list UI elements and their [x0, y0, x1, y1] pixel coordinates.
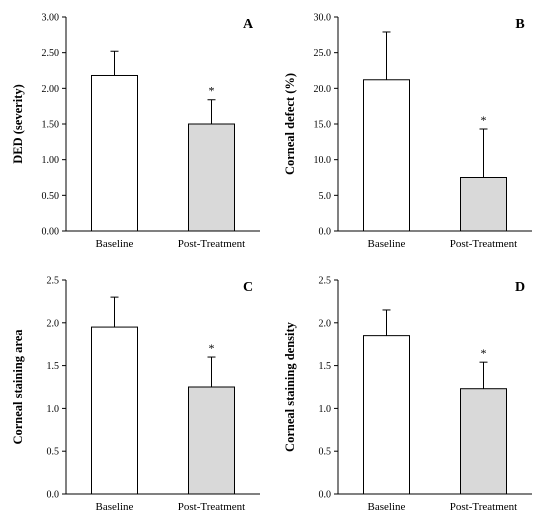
y-tick-label: 1.5 [47, 361, 60, 372]
category-label: Post-Treatment [450, 501, 517, 513]
significance-marker: * [481, 113, 487, 127]
y-tick-label: 0.5 [319, 447, 332, 458]
category-label: Post-Treatment [450, 238, 517, 250]
bar-post-treatment [460, 388, 507, 495]
y-tick-label: 20.0 [314, 84, 332, 95]
bar-baseline [91, 326, 138, 495]
y-tick-label: 0.00 [42, 227, 60, 238]
y-tick-label: 5.0 [319, 191, 332, 202]
y-tick-label: 2.0 [47, 318, 60, 329]
chart-panel-a: 0.00 0.50 1.00 1.50 2.00 2.50 3.00 DED (severit… [11, 13, 260, 250]
significance-marker: * [481, 346, 487, 360]
panel-label: D [515, 280, 525, 295]
y-tick-label: 2.0 [319, 318, 332, 329]
chart-panel-d: 0.0 0.5 1.0 1.5 2.0 2.5 Corneal staining densi… [283, 276, 532, 513]
panel-label: C [243, 280, 253, 295]
y-tick-label: 3.00 [42, 13, 60, 24]
y-tick-label: 1.00 [42, 155, 60, 166]
y-tick-label: 2.5 [47, 276, 60, 287]
significance-marker: * [209, 84, 215, 98]
y-tick-label: 2.5 [319, 276, 332, 287]
y-tick-label: 0.5 [47, 447, 60, 458]
y-tick-label: 0.0 [319, 227, 332, 238]
y-tick-label: 1.5 [319, 361, 332, 372]
y-tick-label: 2.00 [42, 84, 60, 95]
y-tick-label: 1.50 [42, 120, 60, 131]
y-axis-label: Corneal defect (%) [283, 73, 297, 175]
y-tick-label: 30.0 [314, 13, 332, 24]
category-label: Baseline [96, 501, 134, 513]
y-tick-label: 1.0 [319, 404, 332, 415]
y-axis-label: Corneal staining area [11, 329, 25, 445]
y-axis-label: Corneal staining density [283, 321, 297, 452]
y-tick-label: 2.50 [42, 48, 60, 59]
category-label: Post-Treatment [178, 501, 245, 513]
category-label: Baseline [368, 501, 406, 513]
panel-label: B [515, 17, 524, 32]
y-axis-label: DED (severity) [11, 84, 25, 164]
bar-post-treatment [460, 177, 507, 232]
y-tick-label: 15.0 [314, 120, 332, 131]
category-label: Baseline [368, 238, 406, 250]
bar-baseline [363, 335, 410, 495]
category-label: Baseline [96, 238, 134, 250]
y-tick-label: 1.0 [47, 404, 60, 415]
panel-label: A [243, 17, 254, 32]
bar-baseline [363, 79, 410, 232]
bar-baseline [91, 74, 138, 232]
category-label: Post-Treatment [178, 238, 245, 250]
significance-marker: * [209, 341, 215, 355]
bar-post-treatment [188, 386, 235, 495]
y-tick-label: 0.0 [319, 490, 332, 501]
y-tick-label: 10.0 [314, 155, 332, 166]
y-tick-label: 0.0 [47, 490, 60, 501]
chart-panel-b: 0.0 5.0 10.0 15.0 20.0 25.0 30.0 Corneal defect… [283, 13, 532, 250]
y-tick-label: 25.0 [314, 48, 332, 59]
bar-post-treatment [188, 123, 235, 232]
chart-panel-c: 0.0 0.5 1.0 1.5 2.0 2.5 Corneal staining area C… [11, 276, 260, 513]
y-tick-label: 0.50 [42, 191, 60, 202]
